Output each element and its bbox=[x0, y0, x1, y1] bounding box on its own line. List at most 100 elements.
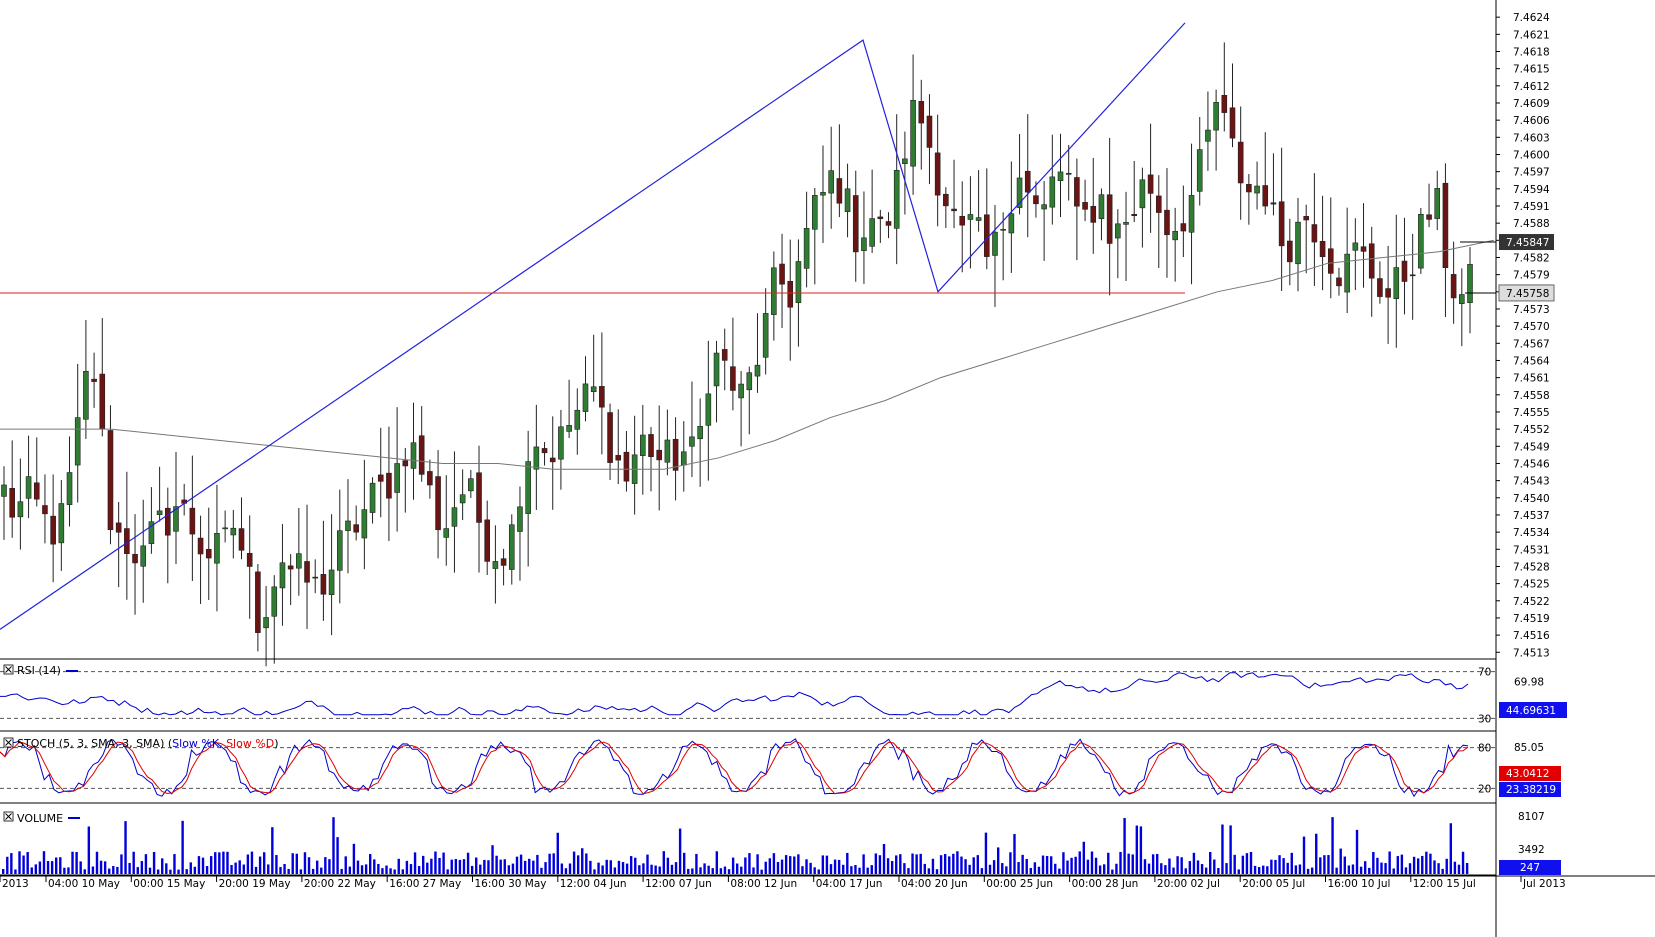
x-tick-label: 12:00 07 Jun bbox=[645, 878, 712, 890]
volume-bar bbox=[564, 868, 568, 874]
candle-body bbox=[410, 442, 417, 469]
y-tick-label: 7.4579 bbox=[1513, 270, 1550, 282]
candle-body bbox=[533, 446, 540, 470]
candle-body bbox=[1393, 267, 1400, 300]
candle-body bbox=[287, 565, 294, 570]
candle-body bbox=[1098, 194, 1105, 220]
y-tick-label: 7.4513 bbox=[1513, 647, 1550, 659]
candle-body bbox=[17, 501, 24, 518]
volume-bar bbox=[1376, 857, 1379, 874]
volume-bar bbox=[895, 855, 898, 874]
y-tick-label: 7.4609 bbox=[1513, 98, 1550, 110]
volume-bar bbox=[821, 855, 825, 874]
volume-bar bbox=[996, 847, 1000, 874]
volume-bar bbox=[560, 863, 564, 874]
volume-bar bbox=[862, 854, 865, 874]
volume-bar bbox=[687, 868, 690, 874]
candle-body bbox=[1311, 224, 1318, 243]
volume-bar bbox=[487, 860, 490, 874]
volume-bar bbox=[874, 853, 878, 874]
volume-bar bbox=[393, 869, 396, 874]
volume-bar bbox=[609, 860, 612, 874]
volume-bar bbox=[903, 863, 906, 874]
candle-body bbox=[164, 507, 171, 536]
volume-bar bbox=[768, 858, 772, 874]
volume-bar bbox=[756, 854, 759, 874]
volume-bar bbox=[185, 869, 188, 874]
volume-bar bbox=[458, 859, 462, 874]
volume-bar bbox=[552, 853, 555, 874]
volume-bar bbox=[1257, 867, 1261, 874]
candle-body bbox=[787, 281, 794, 308]
volume-bar bbox=[1033, 862, 1037, 874]
volume-bar bbox=[483, 859, 486, 874]
volume-bar bbox=[491, 845, 494, 874]
volume-bar bbox=[364, 864, 368, 874]
volume-bar bbox=[132, 851, 135, 874]
volume-bar bbox=[638, 865, 641, 874]
volume-bar bbox=[205, 866, 209, 874]
candle-body bbox=[721, 349, 728, 361]
volume-bar bbox=[10, 853, 13, 874]
volume-bar bbox=[303, 852, 307, 874]
volume-bar bbox=[26, 852, 29, 874]
y-tick-label: 7.4582 bbox=[1513, 252, 1550, 264]
x-tick-label: 20:00 22 May bbox=[304, 878, 376, 890]
volume-bar bbox=[426, 862, 429, 874]
volume-bar bbox=[1449, 823, 1453, 874]
volume-bar bbox=[1266, 866, 1269, 874]
y-tick-label: 7.4522 bbox=[1513, 596, 1550, 608]
volume-bar bbox=[83, 869, 86, 874]
volume-bar bbox=[890, 860, 894, 874]
candle-body bbox=[336, 530, 343, 571]
volume-bar bbox=[952, 853, 955, 874]
volume-bar bbox=[144, 854, 148, 874]
volume-bar bbox=[723, 866, 727, 874]
volume-bar bbox=[79, 861, 82, 874]
volume-bar bbox=[846, 852, 849, 874]
candle-body bbox=[1115, 223, 1121, 239]
volume-bar bbox=[430, 858, 433, 874]
candle-body bbox=[951, 208, 957, 212]
volume-bar bbox=[128, 862, 131, 874]
volume-bar bbox=[152, 851, 156, 874]
volume-bar bbox=[6, 856, 9, 874]
volume-bar bbox=[825, 855, 829, 874]
volume-bar bbox=[271, 827, 274, 874]
volume-bar bbox=[1005, 866, 1008, 874]
candle-body bbox=[50, 515, 56, 545]
candle-body bbox=[1188, 195, 1195, 233]
x-tick-label: 00:00 28 Jun bbox=[1072, 878, 1139, 890]
volume-bar bbox=[948, 856, 951, 874]
candle-body bbox=[852, 195, 859, 253]
volume-bar bbox=[1021, 854, 1024, 874]
candle-body bbox=[353, 524, 359, 533]
volume-bar bbox=[401, 869, 405, 874]
candle-body bbox=[296, 553, 302, 569]
candle-body bbox=[918, 101, 925, 124]
volume-bar bbox=[1306, 868, 1310, 874]
volume-bar bbox=[731, 857, 735, 874]
volume-bar bbox=[1017, 862, 1020, 874]
candle-body bbox=[672, 438, 679, 471]
volume-bar bbox=[1001, 863, 1004, 874]
candle-body bbox=[1049, 176, 1056, 208]
candle-body bbox=[1090, 205, 1097, 223]
volume-bar bbox=[22, 855, 25, 874]
candle-body bbox=[771, 267, 777, 315]
volume-bar bbox=[1090, 851, 1094, 874]
y-tick-label: 7.4588 bbox=[1513, 218, 1550, 230]
x-tick-label: Jul 2013 bbox=[1522, 878, 1566, 890]
volume-bar bbox=[715, 851, 719, 874]
volume-bars bbox=[2, 817, 1469, 874]
volume-bar bbox=[789, 856, 792, 874]
volume-bar bbox=[776, 861, 780, 874]
stoch-level-label: 20 bbox=[1478, 783, 1491, 795]
candle-body bbox=[443, 528, 450, 538]
candle-body bbox=[599, 386, 605, 408]
candle-body bbox=[1270, 202, 1277, 205]
candle-body bbox=[1082, 202, 1088, 210]
volume-bar bbox=[956, 851, 959, 874]
volume-bar bbox=[854, 865, 857, 874]
volume-bar bbox=[801, 866, 804, 874]
